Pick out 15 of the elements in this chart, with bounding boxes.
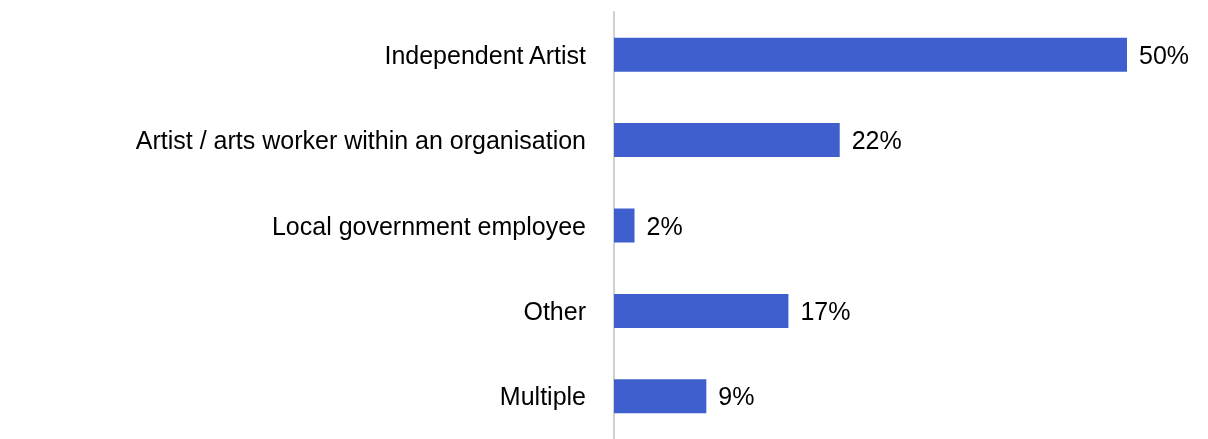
y-tick-label: Local government employee (271, 211, 586, 240)
bar (614, 37, 1127, 72)
bar (614, 379, 707, 414)
y-tick-label: Other (523, 296, 586, 325)
data-label: 22% (851, 126, 902, 155)
data-label: 9% (718, 382, 755, 411)
bar (614, 293, 789, 328)
data-label: 2% (646, 211, 683, 240)
y-tick-label: Independent Artist (384, 40, 587, 69)
data-label: 50% (1139, 40, 1190, 69)
y-tick-label: Multiple (499, 382, 586, 411)
bar (614, 208, 635, 243)
bar (614, 123, 840, 158)
data-label: 17% (800, 296, 851, 325)
y-tick-label: Artist / arts worker within an organisation (135, 126, 586, 155)
